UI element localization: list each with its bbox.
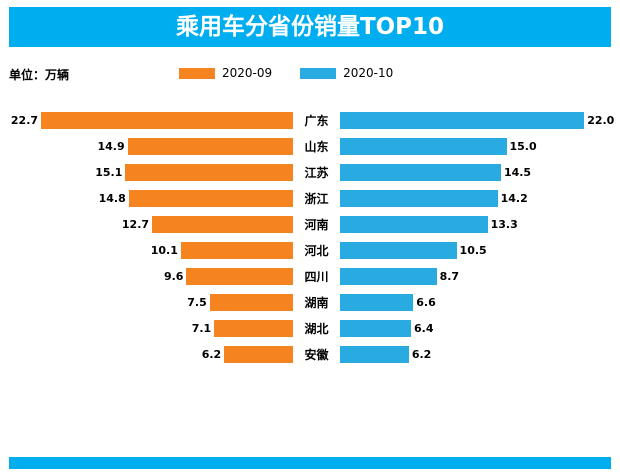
right-value-label: 14.2: [500, 191, 528, 205]
province-label: 四川: [304, 269, 329, 284]
right-value-label: 6.6: [416, 295, 436, 309]
right-bar-zone: 8.7: [340, 267, 620, 285]
right-bar-zone: 13.3: [340, 215, 620, 233]
bar-2020-10: [340, 293, 414, 311]
right-value-label: 14.5: [503, 165, 532, 179]
right-bar-zone: 10.5: [340, 241, 620, 259]
bar-2020-09: [180, 241, 293, 259]
right-bar-zone: 22.0: [340, 111, 620, 129]
bar-2020-09: [152, 215, 293, 233]
left-value-label: 9.6: [163, 269, 184, 283]
right-bar-zone: 6.2: [340, 345, 620, 363]
left-value-label: 7.1: [191, 321, 212, 335]
right-bar-zone: 6.6: [340, 293, 620, 311]
chart-title-banner: 乘用车分省份销量TOP10: [9, 7, 611, 47]
right-value-label: 6.4: [414, 321, 434, 335]
footer-accent-bar: [9, 457, 611, 469]
province-label: 山东: [304, 139, 329, 154]
right-bar-zone: 14.2: [340, 189, 620, 207]
province-label: 湖南: [304, 295, 329, 310]
legend-item-2020-09: 2020-09: [179, 66, 272, 80]
bar-2020-10: [340, 163, 501, 181]
province-label: 湖北: [304, 321, 329, 336]
left-bar-zone: 12.7: [0, 215, 293, 233]
right-value-label: 22.0: [587, 113, 615, 127]
bar-2020-10: [340, 267, 437, 285]
legend-label: 2020-09: [222, 66, 273, 80]
bar-2020-10: [340, 215, 488, 233]
left-bar-zone: 22.7: [0, 111, 293, 129]
right-bar-zone: 6.4: [340, 319, 620, 337]
bar-2020-09: [224, 345, 293, 363]
province-label: 安徽: [304, 347, 329, 362]
bar-2020-09: [41, 111, 293, 129]
bar-2020-09: [127, 137, 293, 155]
left-bar-zone: 10.1: [0, 241, 293, 259]
right-bar-zone: 14.5: [340, 163, 620, 181]
right-value-label: 13.3: [490, 217, 518, 231]
left-value-label: 6.2: [201, 347, 222, 361]
chart-row: 7.1 湖北 6.4: [0, 315, 620, 341]
left-value-label: 14.8: [98, 191, 126, 205]
chart-row: 7.5 湖南 6.6: [0, 289, 620, 315]
bar-2020-09: [214, 319, 293, 337]
province-label: 河南: [304, 217, 329, 232]
right-value-label: 8.7: [439, 269, 460, 283]
left-value-label: 7.5: [187, 295, 207, 309]
left-bar-zone: 9.6: [0, 267, 293, 285]
bar-2020-09: [209, 293, 293, 311]
bar-2020-09: [125, 163, 293, 181]
left-value-label: 15.1: [95, 165, 123, 179]
legend-item-2020-10: 2020-10: [300, 66, 393, 80]
bar-2020-10: [340, 345, 409, 363]
chart-row: 22.7 广东 22.0: [0, 107, 620, 133]
legend-row: 单位：万辆 2020-09 2020-10: [9, 63, 611, 85]
legend: 2020-09 2020-10: [179, 66, 393, 80]
left-bar-zone: 7.1: [0, 319, 293, 337]
chart-title: 乘用车分省份销量TOP10: [175, 14, 445, 40]
left-value-label: 22.7: [10, 113, 39, 127]
legend-label: 2020-10: [343, 66, 394, 80]
province-label: 浙江: [304, 191, 329, 206]
bar-2020-09: [186, 267, 293, 285]
left-value-label: 12.7: [121, 217, 150, 231]
left-bar-zone: 6.2: [0, 345, 293, 363]
legend-swatch-blue: [300, 67, 337, 79]
chart-row: 14.8 浙江 14.2: [0, 185, 620, 211]
left-value-label: 14.9: [97, 139, 125, 153]
province-label: 广东: [304, 113, 329, 128]
bar-2020-10: [340, 137, 507, 155]
bar-2020-10: [340, 319, 412, 337]
province-label: 河北: [304, 243, 329, 258]
chart-row: 6.2 安徽 6.2: [0, 341, 620, 367]
right-value-label: 15.0: [509, 139, 537, 153]
province-label: 江苏: [304, 165, 329, 180]
chart-row: 9.6 四川 8.7: [0, 263, 620, 289]
bar-2020-10: [340, 111, 585, 129]
bar-2020-10: [340, 241, 457, 259]
left-bar-zone: 7.5: [0, 293, 293, 311]
unit-label: 单位：万辆: [9, 68, 70, 82]
left-bar-zone: 15.1: [0, 163, 293, 181]
chart-row: 10.1 河北 10.5: [0, 237, 620, 263]
chart-row: 12.7 河南 13.3: [0, 211, 620, 237]
right-value-label: 10.5: [459, 243, 487, 257]
legend-swatch-orange: [179, 67, 215, 79]
right-value-label: 6.2: [411, 347, 432, 361]
chart-row: 15.1 江苏 14.5: [0, 159, 620, 185]
left-bar-zone: 14.9: [0, 137, 293, 155]
chart-row: 14.9 山东 15.0: [0, 133, 620, 159]
right-bar-zone: 15.0: [340, 137, 620, 155]
bar-2020-10: [340, 189, 498, 207]
chart-rows: 22.7 广东 22.0 14.9 山东 15.0 15.1 江苏 14.5 14.8 浙江 14.2…: [0, 107, 620, 367]
left-bar-zone: 14.8: [0, 189, 293, 207]
left-value-label: 10.1: [150, 243, 178, 257]
bar-2020-09: [128, 189, 293, 207]
tornado-chart: 22.7 广东 22.0 14.9 山东 15.0 15.1 江苏 14.5 14.8 浙江 14.2…: [0, 107, 620, 367]
